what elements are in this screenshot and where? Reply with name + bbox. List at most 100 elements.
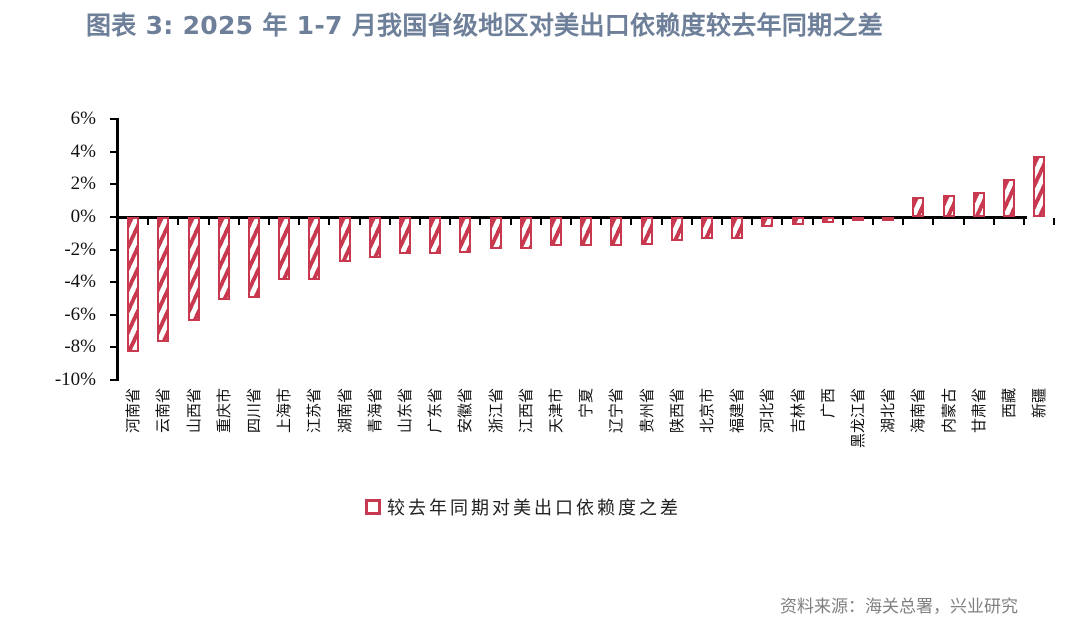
bar: [308, 216, 321, 280]
bar: [187, 216, 200, 322]
x-tick-label: 青海省: [365, 388, 384, 434]
bar: [338, 216, 351, 262]
x-tick: [237, 217, 240, 225]
x-tick-label: 福建省: [728, 388, 747, 434]
x-tick-label: 陕西省: [667, 388, 686, 434]
bar: [700, 216, 713, 239]
x-tick-label: 江西省: [516, 388, 535, 434]
x-tick: [268, 217, 270, 225]
x-tick-label: 上海市: [275, 388, 294, 434]
x-tick: [147, 217, 150, 225]
x-tick-label: 云南省: [154, 388, 173, 434]
bar: [670, 216, 683, 241]
x-tick-label: 天津市: [546, 388, 565, 434]
y-tick-label: 4%: [70, 140, 96, 162]
x-tick: [841, 217, 844, 225]
x-tick-label: 湖北省: [879, 388, 898, 434]
x-tick: [570, 217, 572, 225]
y-axis: [116, 118, 119, 381]
x-tick: [600, 217, 603, 225]
bar: [157, 216, 170, 343]
y-tick-label: 0%: [70, 205, 96, 227]
bar: [278, 216, 291, 280]
bar: [519, 216, 532, 249]
bar: [247, 216, 260, 299]
x-tick: [962, 217, 965, 225]
x-tick-label: 甘肃省: [969, 388, 988, 434]
x-tick-label: 重庆市: [214, 388, 233, 434]
y-tick: [110, 313, 117, 316]
bar: [731, 216, 744, 239]
y-tick: [110, 183, 117, 186]
x-tick: [630, 217, 633, 225]
bar: [1002, 179, 1015, 217]
x-tick-label: 吉林省: [788, 388, 807, 434]
bar: [942, 194, 955, 217]
x-tick: [177, 217, 180, 225]
x-tick: [449, 217, 452, 225]
x-tick: [328, 217, 331, 225]
x-tick: [539, 217, 542, 225]
x-tick: [811, 217, 814, 225]
x-axis: [116, 215, 1027, 219]
y-tick-label: 6%: [70, 108, 96, 129]
bar: [821, 216, 834, 223]
bar: [217, 216, 230, 301]
x-tick: [902, 217, 905, 225]
x-tick-label: 江苏省: [305, 388, 324, 434]
y-tick: [110, 118, 117, 120]
bar: [127, 216, 140, 353]
x-tick-label: 山西省: [184, 388, 203, 434]
y-tick: [110, 281, 117, 284]
x-tick: [690, 217, 693, 225]
bar: [398, 216, 411, 254]
y-tick-label: -10%: [54, 369, 96, 390]
x-tick: [1023, 217, 1025, 225]
x-tick: [932, 217, 935, 225]
legend-swatch-icon: [365, 499, 381, 515]
bar: [580, 216, 593, 247]
x-tick: [419, 217, 421, 225]
x-tick: [298, 217, 301, 225]
x-tick: [509, 217, 512, 225]
bar: [610, 216, 623, 247]
x-tick: [992, 217, 995, 225]
x-tick-label: 河南省: [124, 388, 143, 434]
x-tick: [872, 217, 874, 225]
y-tick-label: -8%: [64, 336, 96, 358]
x-tick-label: 内蒙古: [939, 388, 958, 434]
bar: [882, 216, 895, 221]
x-tick-label: 湖南省: [335, 388, 354, 434]
source-note: 资料来源：海关总署，兴业研究: [780, 597, 1018, 617]
bar: [549, 216, 562, 247]
bar: [761, 216, 774, 228]
bar: [489, 216, 502, 249]
x-tick: [1053, 217, 1056, 225]
x-tick-label: 黑龙江省: [848, 388, 867, 449]
y-tick-label: -2%: [64, 238, 96, 260]
bar: [912, 197, 925, 217]
y-tick: [110, 346, 117, 349]
x-tick: [388, 217, 391, 225]
bar: [368, 216, 381, 258]
x-tick-label: 辽宁省: [607, 388, 626, 434]
legend-label: 较去年同期对美出口依赖度之差: [387, 498, 681, 519]
bar: [640, 216, 653, 246]
y-tick-label: -4%: [64, 271, 96, 293]
x-tick-label: 四川省: [244, 388, 263, 434]
x-tick-label: 浙江省: [486, 388, 505, 434]
x-tick-label: 广西: [818, 388, 837, 419]
x-tick-label: 山东省: [395, 388, 414, 434]
x-tick-label: 海南省: [909, 388, 928, 434]
x-tick-label: 新疆: [1030, 388, 1049, 419]
x-tick-label: 广东省: [426, 388, 445, 434]
y-tick-label: -6%: [64, 303, 96, 325]
bar: [972, 192, 985, 217]
y-tick: [110, 248, 117, 251]
x-tick: [358, 217, 361, 225]
y-tick-label: 2%: [70, 173, 96, 195]
x-tick: [721, 217, 723, 225]
bar: [459, 216, 472, 253]
bar: [1033, 155, 1046, 217]
x-tick-label: 北京市: [697, 388, 716, 434]
